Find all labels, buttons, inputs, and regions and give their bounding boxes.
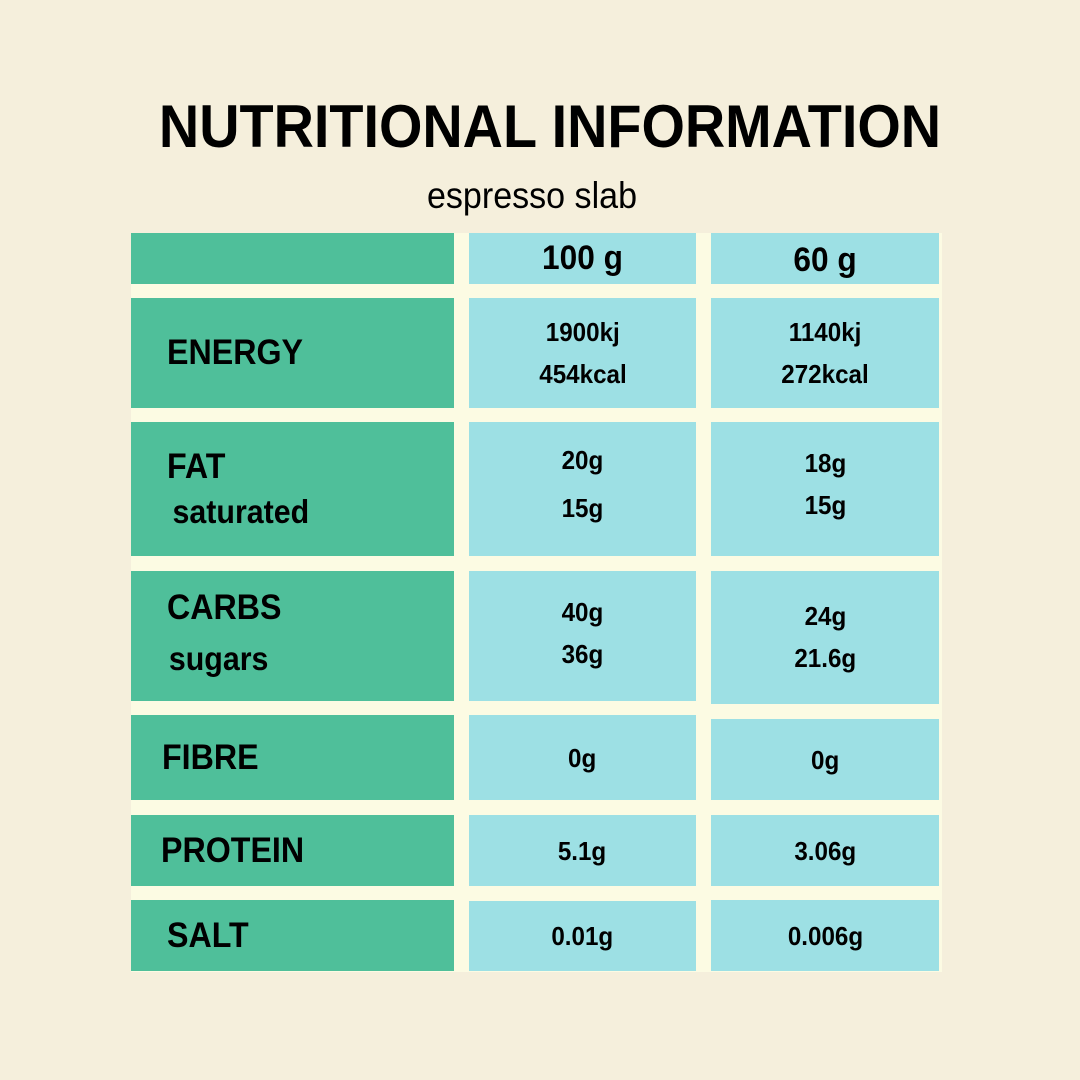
value-carbs: 40g <box>561 597 604 627</box>
value-salt: 0.006g <box>787 920 863 951</box>
value-kcal: 454kcal <box>538 359 627 389</box>
header-label-cell <box>131 233 454 284</box>
value-carbs: 24g <box>804 601 846 631</box>
value-saturated: 15g <box>561 493 604 523</box>
value-protein: 5.1g <box>558 835 607 866</box>
value-sugars: 21.6g <box>794 643 856 673</box>
value-kcal: 272kcal <box>781 359 869 389</box>
row-protein-100g: 5.1g <box>469 815 696 886</box>
row-carbs-label: CARBS sugars <box>131 571 454 701</box>
header-60g-cell: 60 g <box>711 233 939 284</box>
header-100g-cell: 100 g <box>469 233 696 284</box>
row-fibre-label: FIBRE <box>131 715 454 800</box>
row-fat-label: FAT saturated <box>131 422 454 556</box>
value-fibre: 0g <box>810 744 840 775</box>
value-kj: 1900kj <box>545 317 620 347</box>
nutrient-label: ENERGY <box>167 333 303 372</box>
row-energy-60g: 1140kj 272kcal <box>711 298 939 408</box>
row-fat-100g: 20g 15g <box>469 422 696 556</box>
row-energy-label: ENERGY <box>131 298 454 408</box>
nutrient-sublabel: saturated <box>172 493 310 530</box>
value-fibre: 0g <box>568 742 597 773</box>
value-salt: 0.01g <box>551 921 614 951</box>
column-header-60g: 60 g <box>793 241 857 279</box>
nutrient-label: CARBS <box>167 588 282 627</box>
nutrient-label: PROTEIN <box>161 830 305 870</box>
row-energy-100g: 1900kj 454kcal <box>469 298 696 408</box>
row-fibre-60g: 0g <box>711 719 939 800</box>
nutrient-label: FIBRE <box>162 737 259 777</box>
nutrient-label: SALT <box>167 915 249 955</box>
product-name: espresso slab <box>426 175 638 216</box>
nutrient-label: FAT <box>167 447 226 486</box>
value-protein: 3.06g <box>794 835 856 866</box>
row-carbs-100g: 40g 36g <box>469 571 696 701</box>
row-protein-label: PROTEIN <box>131 815 454 886</box>
row-fibre-100g: 0g <box>469 715 696 800</box>
page-title: NUTRITIONAL INFORMATION <box>158 93 942 160</box>
row-salt-label: SALT <box>131 900 454 971</box>
row-protein-60g: 3.06g <box>711 815 939 886</box>
row-salt-100g: 0.01g <box>469 901 696 971</box>
value-sugars: 36g <box>561 639 604 669</box>
value-fat: 18g <box>804 448 846 478</box>
row-salt-60g: 0.006g <box>711 900 939 971</box>
value-saturated: 15g <box>804 490 846 520</box>
column-header-100g: 100 g <box>542 239 623 277</box>
row-fat-60g: 18g 15g <box>711 422 939 556</box>
value-fat: 20g <box>561 445 604 475</box>
row-carbs-60g: 24g 21.6g <box>711 571 939 704</box>
nutrient-sublabel: sugars <box>168 640 269 677</box>
value-kj: 1140kj <box>788 317 862 347</box>
